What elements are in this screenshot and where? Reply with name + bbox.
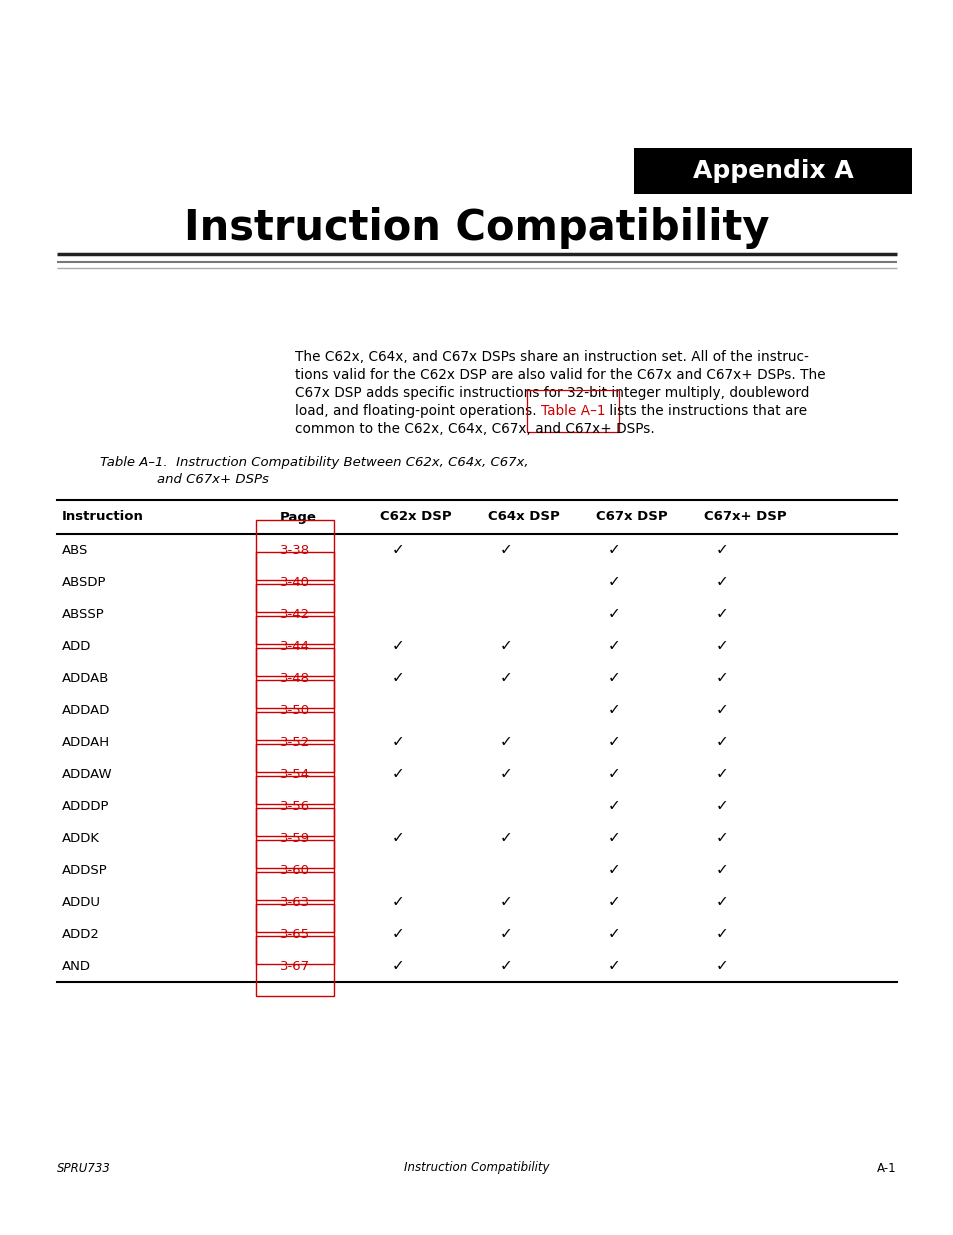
Text: ✓: ✓	[607, 894, 619, 909]
Text: ABS: ABS	[62, 543, 89, 557]
Text: ✓: ✓	[499, 894, 512, 909]
Text: ✓: ✓	[607, 671, 619, 685]
Text: Table A–1: Table A–1	[540, 404, 605, 417]
Text: 3-65: 3-65	[280, 927, 310, 941]
Text: ✓: ✓	[392, 542, 404, 557]
Text: The C62x, C64x, and C67x DSPs share an instruction set. All of the instruc-: The C62x, C64x, and C67x DSPs share an i…	[294, 350, 808, 364]
Text: lists the instructions that are: lists the instructions that are	[605, 404, 807, 417]
Text: ✓: ✓	[715, 958, 727, 973]
Text: ✓: ✓	[499, 735, 512, 750]
Text: ✓: ✓	[607, 799, 619, 814]
Text: ✓: ✓	[392, 830, 404, 846]
Text: ✓: ✓	[715, 735, 727, 750]
Text: C62x DSP: C62x DSP	[379, 510, 451, 524]
Text: load, and floating-point operations.: load, and floating-point operations.	[294, 404, 540, 417]
Text: 3-60: 3-60	[280, 863, 310, 877]
Text: ADD: ADD	[62, 640, 91, 652]
Text: Table A–1.  Instruction Compatibility Between C62x, C64x, C67x,: Table A–1. Instruction Compatibility Bet…	[100, 456, 528, 469]
Text: ADDAW: ADDAW	[62, 767, 112, 781]
Text: ✓: ✓	[607, 958, 619, 973]
Text: ✓: ✓	[607, 767, 619, 782]
Text: ✓: ✓	[715, 862, 727, 878]
Text: ADDU: ADDU	[62, 895, 101, 909]
Text: 3-38: 3-38	[280, 543, 310, 557]
Text: Instruction Compatibility: Instruction Compatibility	[184, 207, 769, 249]
Text: 3-50: 3-50	[280, 704, 310, 716]
Text: C67x DSP: C67x DSP	[596, 510, 667, 524]
Text: ✓: ✓	[499, 926, 512, 941]
Text: Page: Page	[280, 510, 316, 524]
Text: ✓: ✓	[715, 894, 727, 909]
Text: ✓: ✓	[392, 926, 404, 941]
Text: ✓: ✓	[392, 958, 404, 973]
Text: AND: AND	[62, 960, 91, 972]
Text: ✓: ✓	[499, 958, 512, 973]
Text: ADDAD: ADDAD	[62, 704, 111, 716]
Text: 3-63: 3-63	[280, 895, 310, 909]
Text: ✓: ✓	[715, 830, 727, 846]
Text: ✓: ✓	[392, 638, 404, 653]
Text: ✓: ✓	[499, 767, 512, 782]
Text: ADDDP: ADDDP	[62, 799, 110, 813]
Text: A-1: A-1	[877, 1161, 896, 1174]
Text: 3-54: 3-54	[280, 767, 310, 781]
Text: 3-40: 3-40	[280, 576, 310, 589]
Text: ✓: ✓	[392, 735, 404, 750]
Text: ✓: ✓	[607, 735, 619, 750]
Text: ✓: ✓	[715, 799, 727, 814]
Text: 3-44: 3-44	[280, 640, 310, 652]
Text: Instruction: Instruction	[62, 510, 144, 524]
Text: ✓: ✓	[607, 703, 619, 718]
Text: Instruction Compatibility: Instruction Compatibility	[404, 1161, 549, 1174]
Text: common to the C62x, C64x, C67x, and C67x+ DSPs.: common to the C62x, C64x, C67x, and C67x…	[294, 422, 654, 436]
Text: ✓: ✓	[715, 926, 727, 941]
Text: SPRU733: SPRU733	[57, 1161, 111, 1174]
Text: ✓: ✓	[607, 542, 619, 557]
Text: ABSSP: ABSSP	[62, 608, 105, 620]
Text: 3-56: 3-56	[280, 799, 310, 813]
Text: ADD2: ADD2	[62, 927, 100, 941]
Text: ✓: ✓	[715, 638, 727, 653]
Text: ✓: ✓	[715, 703, 727, 718]
Text: C67x+ DSP: C67x+ DSP	[703, 510, 786, 524]
Text: ADDK: ADDK	[62, 831, 100, 845]
Text: ✓: ✓	[607, 574, 619, 589]
Text: Appendix A: Appendix A	[692, 159, 853, 183]
Text: C67x DSP adds specific instructions for 32-bit integer multiply, doubleword: C67x DSP adds specific instructions for …	[294, 387, 808, 400]
Text: ✓: ✓	[392, 671, 404, 685]
Text: ✓: ✓	[715, 671, 727, 685]
Text: 3-52: 3-52	[280, 736, 310, 748]
Text: and C67x+ DSPs: and C67x+ DSPs	[157, 473, 269, 487]
Text: ✓: ✓	[607, 830, 619, 846]
Text: ✓: ✓	[607, 862, 619, 878]
Text: 3-42: 3-42	[280, 608, 310, 620]
Bar	[634, 148, 911, 194]
Text: ✓: ✓	[607, 926, 619, 941]
Text: ✓: ✓	[715, 542, 727, 557]
Text: 3-67: 3-67	[280, 960, 310, 972]
Text: ✓: ✓	[499, 638, 512, 653]
Text: ADDAB: ADDAB	[62, 672, 110, 684]
Text: ✓: ✓	[392, 767, 404, 782]
Text: ✓: ✓	[392, 894, 404, 909]
Text: ADDAH: ADDAH	[62, 736, 110, 748]
Text: ✓: ✓	[499, 830, 512, 846]
Text: C64x DSP: C64x DSP	[488, 510, 559, 524]
Text: ✓: ✓	[715, 606, 727, 621]
Text: ✓: ✓	[607, 606, 619, 621]
Text: ✓: ✓	[499, 542, 512, 557]
Text: 3-59: 3-59	[280, 831, 310, 845]
Text: ✓: ✓	[499, 671, 512, 685]
Text: 3-48: 3-48	[280, 672, 310, 684]
Text: ABSDP: ABSDP	[62, 576, 107, 589]
Text: ADDSP: ADDSP	[62, 863, 108, 877]
Text: ✓: ✓	[607, 638, 619, 653]
Text: ✓: ✓	[715, 574, 727, 589]
Text: ✓: ✓	[715, 767, 727, 782]
Text: tions valid for the C62x DSP are also valid for the C67x and C67x+ DSPs. The: tions valid for the C62x DSP are also va…	[294, 368, 824, 382]
